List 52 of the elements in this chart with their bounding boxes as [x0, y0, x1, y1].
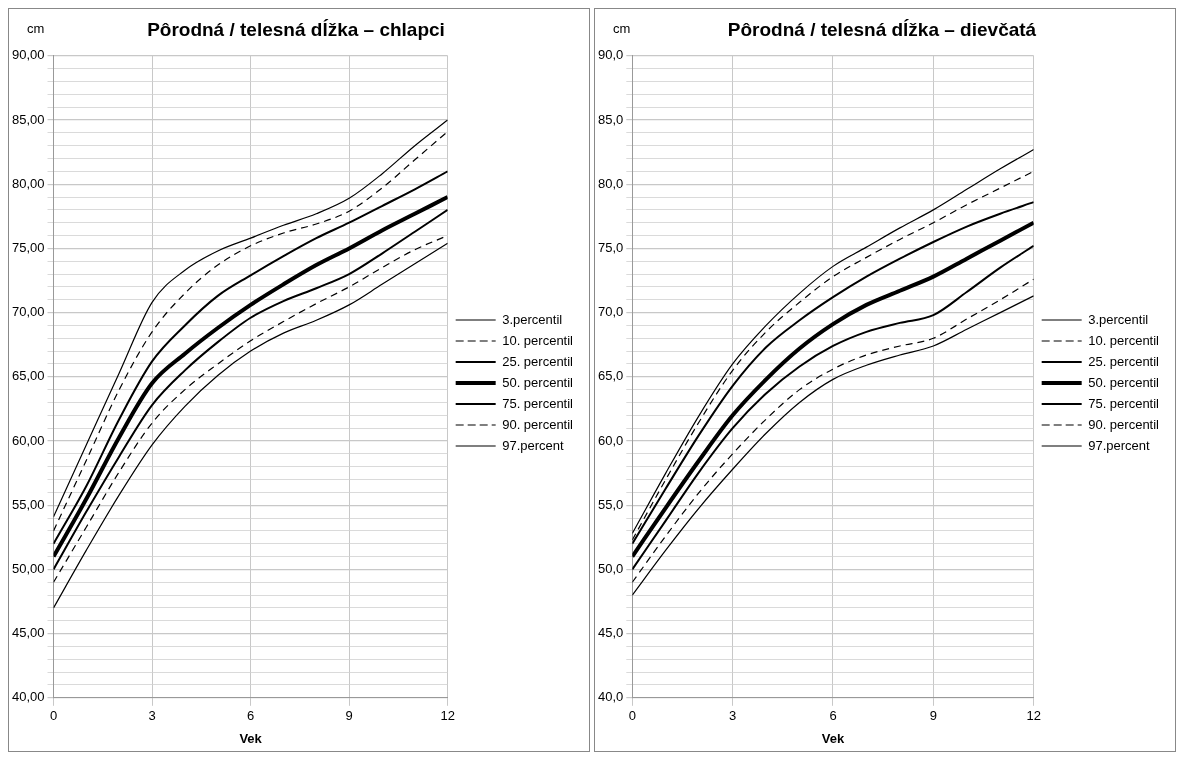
x-tick-label: 0 — [628, 708, 636, 724]
legend-label: 90. percentil — [502, 416, 574, 432]
legend-label: 90. percentil — [1088, 416, 1160, 432]
y-tick-label: 45,00 — [11, 625, 45, 641]
y-tick-label: 45,0 — [597, 625, 624, 641]
y-tick-label: 70,00 — [11, 304, 45, 320]
y-tick-label: 80,0 — [597, 175, 624, 191]
y-tick-label: 90,0 — [597, 47, 624, 63]
y-tick-label: 55,00 — [11, 496, 45, 512]
legend-label: 25. percentil — [502, 353, 574, 369]
y-tick-label: 85,0 — [597, 111, 624, 127]
legend-label: 97.percent — [1088, 437, 1150, 453]
y-tick-label: 60,0 — [597, 432, 624, 448]
x-tick-label: 0 — [49, 708, 58, 724]
y-tick-label: 60,00 — [11, 432, 45, 448]
y-tick-label: 40,0 — [597, 689, 624, 705]
x-tick-label: 9 — [929, 708, 937, 724]
y-tick-label: 65,00 — [11, 368, 45, 384]
y-tick-label: 65,0 — [597, 368, 624, 384]
y-tick-label: 50,00 — [11, 560, 45, 576]
y-tick-label: 85,00 — [11, 111, 45, 127]
legend-label: 50. percentil — [1088, 374, 1160, 390]
legend-label: 10. percentil — [1088, 332, 1160, 348]
legend-label: 3.percentil — [1088, 311, 1149, 327]
y-axis-title: cm — [613, 21, 631, 36]
x-tick-label: 3 — [148, 708, 156, 724]
y-tick-label: 40,00 — [11, 689, 45, 705]
y-tick-label: 70,0 — [597, 304, 624, 320]
legend-label: 97.percent — [502, 437, 564, 453]
y-tick-label: 50,0 — [597, 560, 624, 576]
y-axis-title: cm — [27, 21, 45, 36]
chart-title: Pôrodná / telesná dĺžka – chlapci — [147, 18, 445, 40]
x-tick-label: 3 — [729, 708, 737, 724]
x-tick-label: 12 — [1026, 708, 1041, 724]
x-tick-label: 6 — [246, 708, 255, 724]
y-tick-label: 55,0 — [597, 496, 624, 512]
x-tick-label: 6 — [829, 708, 837, 724]
legend-label: 10. percentil — [502, 332, 574, 348]
y-tick-label: 75,00 — [11, 239, 45, 255]
legend-label: 50. percentil — [502, 374, 574, 390]
chart-title: Pôrodná / telesná dĺžka – dievčatá — [727, 18, 1037, 40]
x-axis-title: Vek — [821, 730, 845, 746]
legend-label: 25. percentil — [1088, 353, 1160, 369]
y-tick-label: 90,00 — [11, 47, 45, 63]
x-axis-title: Vek — [239, 730, 263, 746]
x-tick-label: 12 — [440, 708, 455, 724]
y-tick-label: 75,0 — [597, 239, 624, 255]
legend-label: 3.percentil — [502, 311, 563, 327]
x-tick-label: 9 — [345, 708, 353, 724]
legend-label: 75. percentil — [1088, 395, 1160, 411]
y-tick-label: 80,00 — [11, 175, 45, 191]
legend-label: 75. percentil — [502, 395, 574, 411]
